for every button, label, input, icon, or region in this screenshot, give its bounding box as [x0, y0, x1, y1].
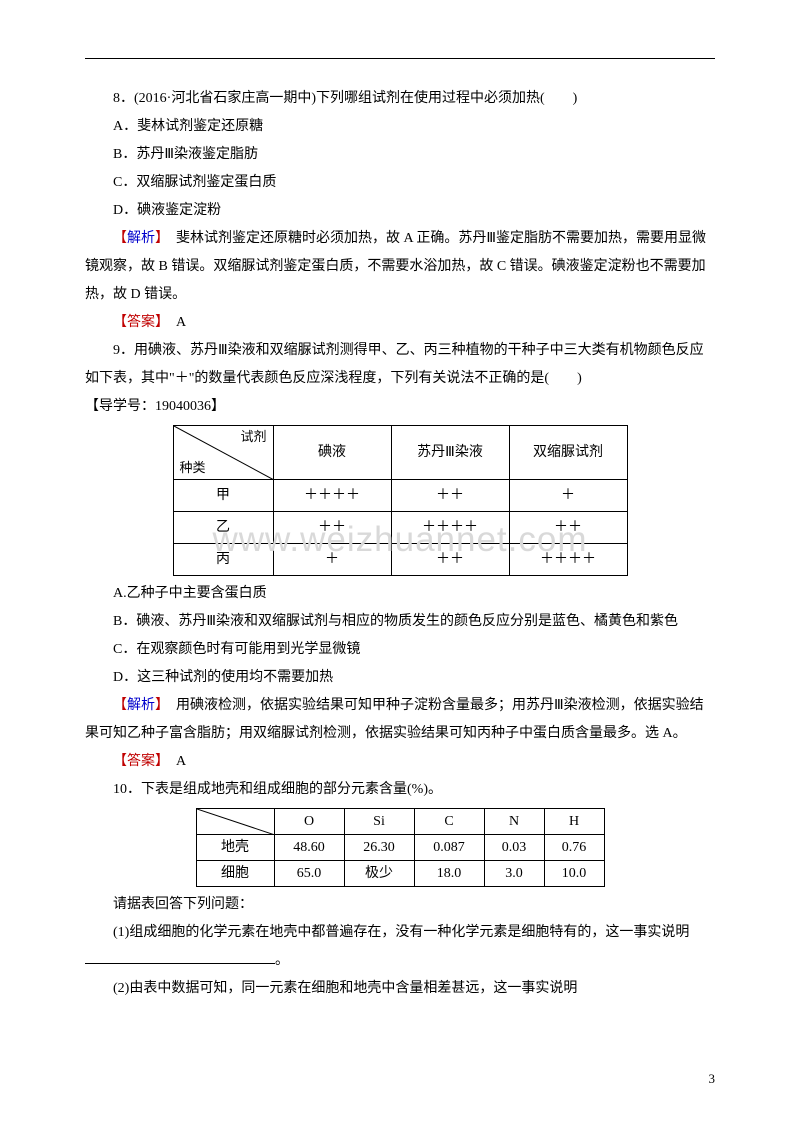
q8-stem: 8．(2016·河北省石家庄高一期中)下列哪组试剂在使用过程中必须加热( ) — [85, 85, 715, 113]
q10-table: O Si C N H 地壳 48.60 26.30 0.087 0.03 0.7… — [196, 808, 605, 887]
q10-th-2: C — [414, 809, 484, 835]
q10-r1c0: 65.0 — [274, 861, 344, 887]
table-row: 地壳 48.60 26.30 0.087 0.03 0.76 — [196, 835, 604, 861]
q9-stem-text: 9．用碘液、苏丹Ⅲ染液和双缩脲试剂测得甲、乙、丙三种植物的干种子中三大类有机物颜… — [85, 343, 704, 386]
analysis-label-close: 】 — [155, 231, 162, 246]
q9-r1c2: ＋＋ — [509, 512, 627, 544]
q9-th-3: 双缩脲试剂 — [509, 426, 627, 480]
q9-r2c0: ＋ — [273, 544, 391, 576]
answer-label: 【答案】 — [113, 315, 162, 330]
top-horizontal-rule — [85, 58, 715, 59]
q8-option-a: A．斐林试剂鉴定还原糖 — [85, 113, 715, 141]
q10-r0c3: 0.03 — [484, 835, 544, 861]
q9-r0c1: ＋＋ — [391, 480, 509, 512]
table-row: 丙 ＋ ＋＋ ＋＋＋＋ — [173, 544, 627, 576]
q9-r1c0: ＋＋ — [273, 512, 391, 544]
q10-r1c1: 极少 — [344, 861, 414, 887]
q10-r1c2: 18.0 — [414, 861, 484, 887]
q9-r1-label: 乙 — [173, 512, 273, 544]
q8-analysis-text: 斐林试剂鉴定还原糖时必须加热，故 A 正确。苏丹Ⅲ鉴定脂肪不需要加热，需要用显微… — [85, 231, 706, 302]
q9-r1c1: ＋＋＋＋ — [391, 512, 509, 544]
q9-answer: 【答案】 A — [85, 748, 715, 776]
q9-r0c2: ＋ — [509, 480, 627, 512]
q10-sub1: (1)组成细胞的化学元素在地壳中都普遍存在，没有一种化学元素是细胞特有的，这一事… — [85, 919, 715, 975]
answer-label: 【答案】 — [113, 754, 162, 769]
q9-r2c2: ＋＋＋＋ — [509, 544, 627, 576]
q10-sub1-text: (1)组成细胞的化学元素在地壳中都普遍存在，没有一种化学元素是细胞特有的，这一事… — [113, 925, 689, 940]
q9-option-b: B．碘液、苏丹Ⅲ染液和双缩脲试剂与相应的物质发生的颜色反应分别是蓝色、橘黄色和紫… — [85, 608, 715, 636]
q9-r0c0: ＋＋＋＋ — [273, 480, 391, 512]
analysis-label-text: 解析 — [127, 231, 155, 246]
q8-analysis: 【解析】 斐林试剂鉴定还原糖时必须加热，故 A 正确。苏丹Ⅲ鉴定脂肪不需要加热，… — [85, 225, 715, 309]
table-row: 甲 ＋＋＋＋ ＋＋ ＋ — [173, 480, 627, 512]
q10-th-1: Si — [344, 809, 414, 835]
q8-option-b: B．苏丹Ⅲ染液鉴定脂肪 — [85, 141, 715, 169]
q9-r2c1: ＋＋ — [391, 544, 509, 576]
analysis-label: 【 — [113, 698, 127, 713]
q9-analysis-text: 用碘液检测，依据实验结果可知甲种子淀粉含量最多；用苏丹Ⅲ染液检测，依据实验结果可… — [85, 698, 704, 741]
q10-r0c1: 26.30 — [344, 835, 414, 861]
q8-option-d: D．碘液鉴定淀粉 — [85, 197, 715, 225]
q8-answer: 【答案】 A — [85, 309, 715, 337]
table-row: 乙 ＋＋ ＋＋＋＋ ＋＋ — [173, 512, 627, 544]
q9-table-diag-header: 试剂 种类 — [173, 426, 273, 480]
q10-sub2: (2)由表中数据可知，同一元素在细胞和地壳中含量相差甚远，这一事实说明 — [85, 975, 715, 1003]
q9-table: 试剂 种类 碘液 苏丹Ⅲ染液 双缩脲试剂 甲 ＋＋＋＋ ＋＋ ＋ 乙 ＋＋ ＋＋… — [173, 425, 628, 576]
q10-th-3: N — [484, 809, 544, 835]
q10-table-diag-header — [196, 809, 274, 835]
q10-r0c4: 0.76 — [544, 835, 604, 861]
q9-option-c: C．在观察颜色时有可能用到光学显微镜 — [85, 636, 715, 664]
q10-prompt: 请据表回答下列问题： — [85, 891, 715, 919]
q10-th-0: O — [274, 809, 344, 835]
q10-r1c4: 10.0 — [544, 861, 604, 887]
q10-th-4: H — [544, 809, 604, 835]
q9-option-a: A.乙种子中主要含蛋白质 — [85, 580, 715, 608]
q10-r0c0: 48.60 — [274, 835, 344, 861]
q10-stem: 10．下表是组成地壳和组成细胞的部分元素含量(%)。 — [85, 776, 715, 804]
q9-guide-number: 【导学号：19040036】 — [85, 393, 715, 421]
q9-th-2: 苏丹Ⅲ染液 — [391, 426, 509, 480]
q9-r2-label: 丙 — [173, 544, 273, 576]
q10-r1c3: 3.0 — [484, 861, 544, 887]
q10-r1-label: 细胞 — [196, 861, 274, 887]
q10-sub1-period: 。 — [275, 953, 289, 968]
q8-option-c: C．双缩脲试剂鉴定蛋白质 — [85, 169, 715, 197]
table-row: 细胞 65.0 极少 18.0 3.0 10.0 — [196, 861, 604, 887]
q9-diag-bottom: 种类 — [180, 459, 206, 477]
page-number: 3 — [709, 1066, 716, 1092]
analysis-label: 【 — [113, 231, 127, 246]
q9-th-1: 碘液 — [273, 426, 391, 480]
q9-answer-value: A — [162, 754, 186, 769]
q9-diag-top: 试剂 — [240, 428, 266, 446]
blank-fill[interactable] — [85, 950, 275, 964]
q9-r0-label: 甲 — [173, 480, 273, 512]
q9-option-d: D．这三种试剂的使用均不需要加热 — [85, 664, 715, 692]
q9-analysis: 【解析】 用碘液检测，依据实验结果可知甲种子淀粉含量最多；用苏丹Ⅲ染液检测，依据… — [85, 692, 715, 748]
q9-stem: 9．用碘液、苏丹Ⅲ染液和双缩脲试剂测得甲、乙、丙三种植物的干种子中三大类有机物颜… — [85, 337, 715, 393]
q8-answer-value: A — [162, 315, 186, 330]
analysis-label-text: 解析 — [127, 698, 155, 713]
q10-r0-label: 地壳 — [196, 835, 274, 861]
analysis-label-close: 】 — [155, 698, 162, 713]
q10-r0c2: 0.087 — [414, 835, 484, 861]
